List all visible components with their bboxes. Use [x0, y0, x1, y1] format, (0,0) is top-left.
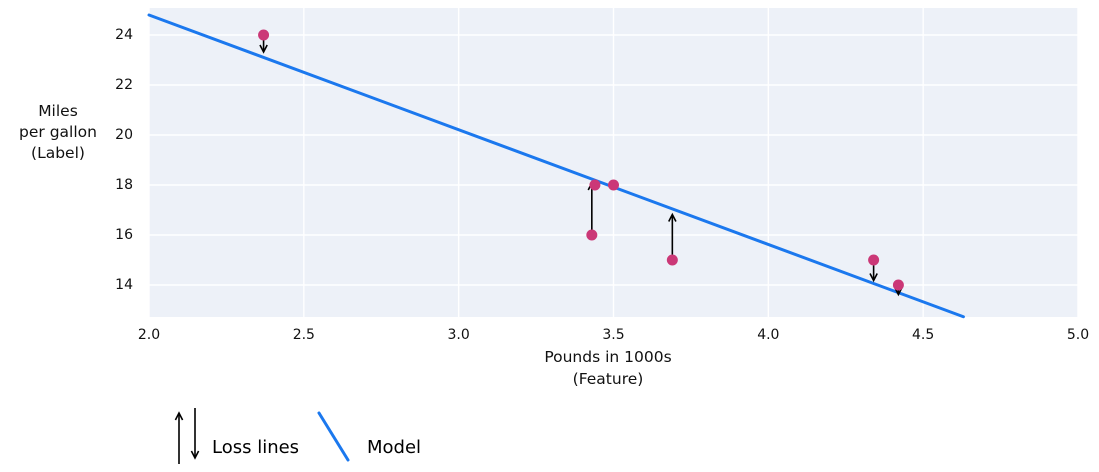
data-point [589, 179, 601, 191]
x-tick-label: 2.5 [292, 327, 315, 343]
x-tick-label: 2.0 [137, 327, 161, 343]
y-tick-label: 14 [115, 277, 133, 293]
y-axis-title-line: Miles [38, 102, 78, 120]
data-point [258, 29, 270, 41]
y-axis-title-line: per gallon [19, 123, 97, 141]
loss-lines-legend-up-arrow-head [174, 411, 184, 421]
x-axis-title-line: (Feature) [572, 370, 644, 388]
data-point [666, 254, 678, 266]
y-tick-label: 16 [115, 227, 133, 243]
x-axis-title: Pounds in 1000s (Feature) [458, 346, 758, 390]
legend-label-model: Model [367, 437, 422, 458]
y-tick-label: 18 [115, 177, 133, 193]
model-line [147, 13, 965, 319]
y-axis-title: Miles per gallon (Label) [10, 101, 106, 164]
legend-label-loss-lines: Loss lines [212, 437, 300, 458]
loss-lines-legend-down-arrow-head [190, 450, 200, 460]
data-point [868, 254, 880, 266]
x-axis-title-line: Pounds in 1000s [544, 348, 672, 366]
loss-line-arrow-head [869, 273, 878, 283]
y-tick-label: 22 [115, 77, 133, 93]
loss-line-arrow-head [668, 212, 677, 222]
model-legend-line-icon [317, 411, 350, 462]
data-point [608, 179, 619, 191]
y-tick-label: 24 [115, 27, 133, 43]
x-tick-label: 4.0 [757, 327, 780, 343]
data-point [892, 279, 904, 291]
data-point [586, 229, 598, 241]
x-tick-label: 3.0 [447, 327, 470, 343]
x-tick-label: 5.0 [1066, 327, 1090, 343]
loss-line-arrow-head [259, 44, 268, 54]
x-tick-label: 4.5 [912, 327, 935, 343]
y-tick-label: 20 [115, 127, 133, 143]
x-tick-label: 3.5 [602, 327, 625, 343]
y-axis-title-line: (Label) [31, 144, 85, 162]
